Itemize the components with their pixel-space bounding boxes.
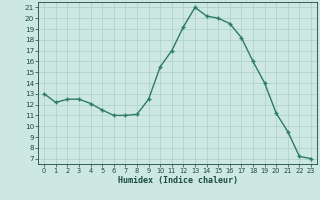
X-axis label: Humidex (Indice chaleur): Humidex (Indice chaleur): [118, 176, 238, 185]
